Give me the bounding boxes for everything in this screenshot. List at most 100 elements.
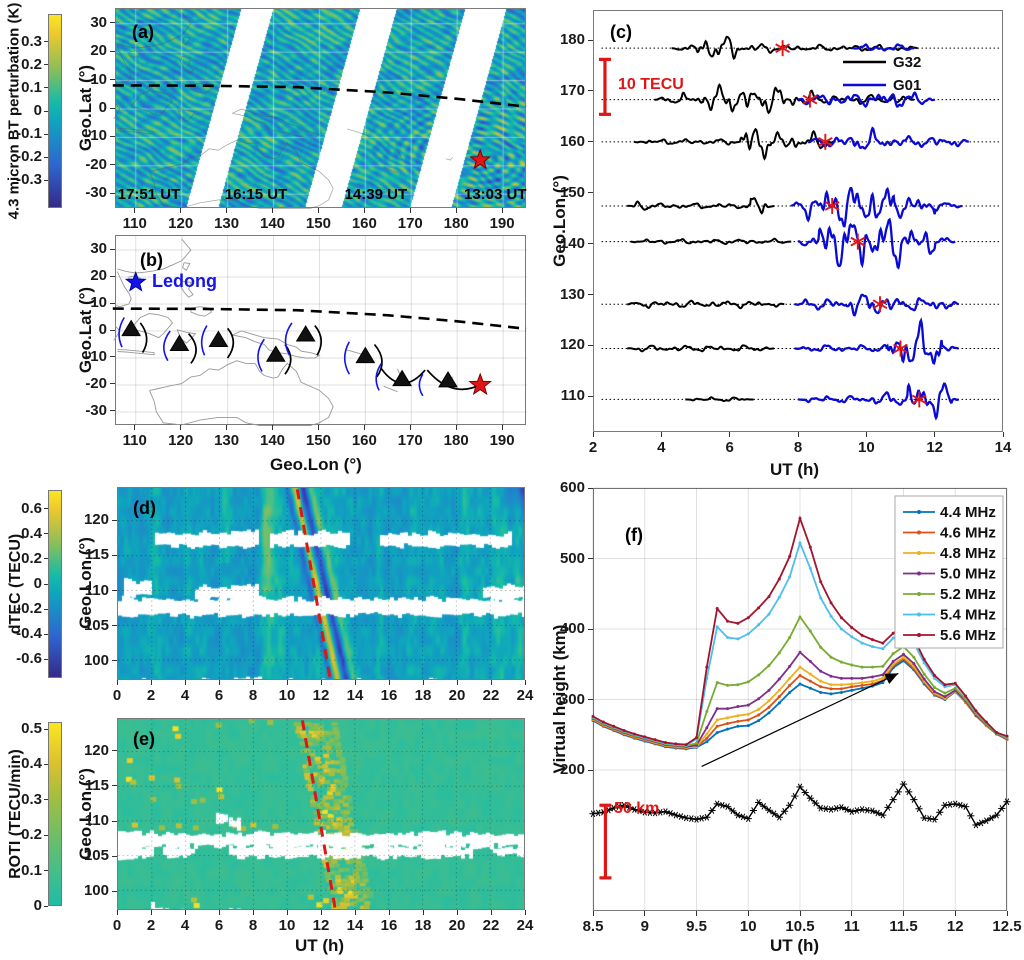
x-tick-label: 12 bbox=[312, 687, 330, 704]
asterisk-marker-icon bbox=[880, 811, 886, 819]
onset-asterisk-icon bbox=[802, 94, 818, 105]
series-marker bbox=[808, 659, 812, 663]
wavefront-arc-blue bbox=[284, 322, 293, 356]
onset-asterisk-icon bbox=[911, 394, 927, 405]
asterisk-marker-icon bbox=[777, 813, 782, 821]
swath-time-label: 14:39 UT bbox=[344, 186, 408, 203]
trend-arrowhead-icon bbox=[884, 673, 899, 684]
tick bbox=[317, 208, 319, 213]
tick bbox=[354, 680, 356, 685]
tick bbox=[409, 208, 411, 213]
asterisk-marker-icon bbox=[782, 807, 787, 815]
cbar-tick bbox=[44, 533, 48, 535]
series-marker bbox=[819, 685, 823, 689]
tick bbox=[150, 910, 152, 915]
x-tick-label: 8 bbox=[793, 439, 803, 456]
cbar-tick-label: 0.4 bbox=[21, 524, 42, 542]
tick bbox=[388, 680, 390, 685]
tick bbox=[286, 910, 288, 915]
cbar-tick bbox=[44, 41, 48, 43]
series-marker bbox=[591, 714, 595, 718]
x-tick-label: 11 bbox=[843, 918, 860, 935]
series-marker bbox=[839, 616, 843, 620]
asterisk-marker-icon bbox=[942, 801, 948, 809]
onset-asterisk-icon bbox=[893, 343, 908, 354]
tick bbox=[134, 208, 136, 213]
asterisk-marker-icon bbox=[844, 806, 849, 813]
series-marker bbox=[767, 711, 771, 715]
series-marker bbox=[746, 724, 750, 728]
tick bbox=[110, 79, 115, 81]
x-tick-label: 130 bbox=[214, 215, 240, 232]
tick bbox=[490, 680, 492, 685]
asterisk-marker-icon bbox=[828, 806, 834, 813]
asterisk-marker-icon bbox=[968, 812, 974, 820]
series-marker bbox=[860, 681, 864, 685]
x-tick-label: 14 bbox=[346, 687, 364, 704]
series-marker bbox=[736, 705, 740, 709]
x-tick-label: 110 bbox=[122, 215, 147, 232]
asterisk-marker-icon bbox=[658, 808, 663, 816]
asterisk-marker-icon bbox=[756, 799, 761, 806]
tick bbox=[455, 208, 457, 213]
series-marker bbox=[850, 688, 854, 692]
x-tick-label: 170 bbox=[397, 432, 423, 449]
series-marker bbox=[922, 672, 926, 676]
panel-a-heatmap-canvas bbox=[116, 9, 525, 207]
y-tick-label: 110 bbox=[560, 387, 585, 405]
tid-front-redline bbox=[295, 489, 333, 685]
series-marker bbox=[663, 741, 667, 745]
y-tick-label: 500 bbox=[559, 549, 585, 567]
series-marker bbox=[870, 675, 874, 679]
tick bbox=[456, 910, 458, 915]
panel-b-xlabel: Geo.Lon (°) bbox=[270, 455, 362, 474]
x-tick-label: 120 bbox=[168, 215, 194, 232]
series-marker bbox=[850, 682, 854, 686]
series-marker bbox=[902, 652, 905, 656]
asterisk-marker-icon bbox=[927, 815, 932, 823]
tick bbox=[110, 275, 115, 277]
trace-black bbox=[654, 83, 915, 115]
coastline bbox=[180, 56, 194, 74]
legend-marker bbox=[917, 551, 921, 555]
swath-time-label: 13:03 UT bbox=[464, 186, 527, 203]
panel-d-colorbar bbox=[48, 490, 62, 678]
series-marker bbox=[757, 713, 761, 717]
panel-e-letter: (e) bbox=[133, 729, 155, 749]
y-tick-label: 30 bbox=[90, 13, 107, 31]
series-marker bbox=[870, 638, 874, 642]
asterisk-marker-icon bbox=[689, 815, 694, 823]
cbar-tick bbox=[44, 608, 48, 610]
y-tick-label: 10 bbox=[90, 70, 107, 88]
y-tick-label: 160 bbox=[559, 132, 585, 150]
series-marker bbox=[943, 691, 947, 695]
wavefront-arc-black bbox=[314, 325, 322, 356]
volcano-triangle-icon bbox=[265, 345, 286, 362]
legend-marker bbox=[917, 633, 921, 637]
asterisk-marker-icon bbox=[911, 796, 917, 803]
panel-f-chart: 4.4 MHz 4.6 MHz 4.8 MHz 5.0 MHz 5.2 MHz 5.4 M… bbox=[589, 487, 1011, 911]
series-marker bbox=[839, 687, 843, 691]
y-tick-label: 115 bbox=[84, 546, 109, 564]
asterisk-marker-icon bbox=[916, 805, 922, 813]
volcano-triangle-icon bbox=[355, 346, 376, 364]
asterisk-marker-icon bbox=[720, 801, 725, 809]
series-marker bbox=[757, 623, 761, 627]
series-marker bbox=[736, 637, 740, 641]
series-marker bbox=[891, 652, 895, 656]
x-tick-label: 160 bbox=[351, 432, 377, 449]
series-marker bbox=[643, 735, 647, 739]
tick bbox=[660, 432, 662, 437]
tick bbox=[112, 750, 117, 752]
coastline bbox=[190, 83, 212, 94]
asterisk-marker-icon bbox=[849, 808, 854, 815]
magnetic-equator-dashed bbox=[112, 307, 527, 331]
series-marker bbox=[705, 736, 709, 740]
series-marker bbox=[777, 577, 781, 581]
coastline bbox=[113, 325, 121, 341]
series-marker bbox=[705, 740, 709, 744]
series-marker bbox=[715, 724, 719, 728]
tick bbox=[317, 425, 319, 430]
tick bbox=[218, 910, 220, 915]
series-marker bbox=[674, 742, 678, 746]
